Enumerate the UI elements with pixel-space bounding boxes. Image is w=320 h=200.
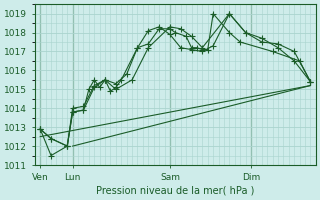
X-axis label: Pression niveau de la mer( hPa ): Pression niveau de la mer( hPa ) [96, 186, 254, 196]
